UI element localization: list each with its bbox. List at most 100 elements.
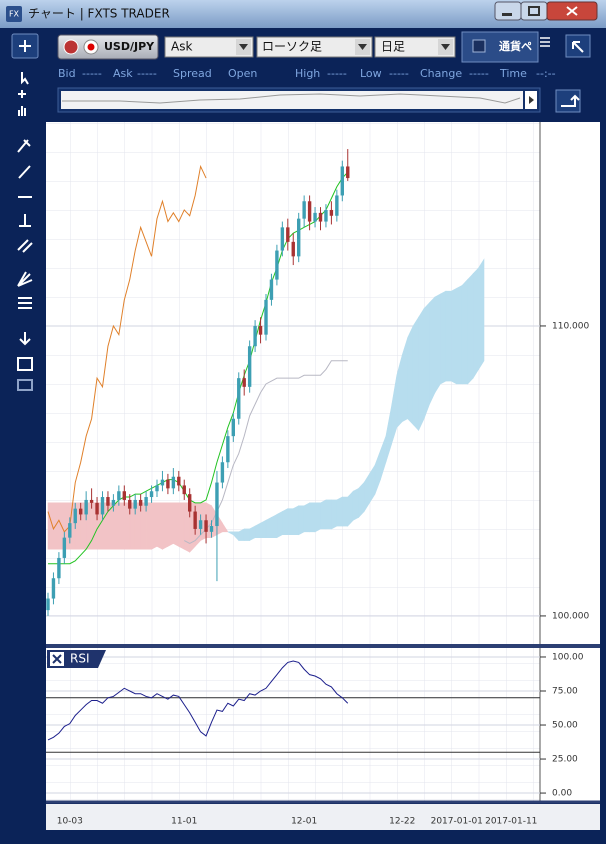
- candle-body: [155, 485, 159, 492]
- info-field: -----: [137, 67, 157, 80]
- cloud-segment: [434, 293, 441, 394]
- candle-body: [62, 537, 67, 558]
- cloud-segment: [124, 502, 131, 550]
- cloud-segment: [472, 267, 479, 380]
- candle-body: [237, 378, 241, 419]
- y-tick-label: 25.00: [552, 755, 578, 765]
- cloud-segment: [320, 499, 327, 530]
- cloud-segment: [118, 502, 125, 550]
- cloud-segment: [287, 508, 294, 536]
- chart-style-select[interactable]: [256, 36, 373, 58]
- info-field: Bid: [58, 67, 76, 80]
- candle-body: [138, 499, 143, 506]
- channel-tool[interactable]: [17, 239, 33, 253]
- cloud-segment: [407, 325, 414, 426]
- maximize-icon: [528, 6, 540, 16]
- cloud-segment: [276, 511, 283, 539]
- candle-body: [253, 325, 257, 347]
- cloud-segment: [265, 516, 272, 538]
- info-field: Change: [420, 67, 462, 80]
- candle-body: [302, 201, 306, 219]
- cloud-segment: [282, 508, 289, 536]
- candle-body: [182, 485, 186, 495]
- symbol-button[interactable]: [57, 34, 159, 60]
- menu-icon[interactable]: [540, 37, 550, 47]
- info-field: Spread: [173, 67, 212, 80]
- info-field: -----: [327, 67, 347, 80]
- flag-us: [63, 39, 79, 55]
- camera-tool[interactable]: [17, 379, 33, 391]
- cloud-segment: [162, 502, 169, 550]
- price-side-select[interactable]: [164, 36, 254, 58]
- x-tick-label: 12-22: [389, 817, 415, 827]
- candle-body: [95, 502, 99, 515]
- y-tick-label: 0.00: [552, 789, 572, 799]
- cloud-segment: [249, 525, 256, 542]
- cloud-segment: [129, 502, 136, 550]
- info-field: -----: [389, 67, 409, 80]
- cloud-segment: [113, 502, 120, 550]
- navigator-arrow: [529, 96, 534, 104]
- navigator-window: [61, 91, 523, 109]
- maximize-button[interactable]: [520, 1, 548, 21]
- hand-tool[interactable]: [18, 106, 26, 116]
- cloud-segment: [445, 290, 452, 382]
- candle-body: [340, 166, 344, 196]
- candle-body: [89, 499, 94, 503]
- info-field: Low: [360, 67, 382, 80]
- x-tick-label: 2017-01-11: [485, 817, 537, 827]
- download-tool[interactable]: [19, 332, 31, 346]
- candle-body: [160, 479, 165, 486]
- dropdown-arrow: [239, 44, 248, 50]
- scroll-icon: [561, 94, 580, 107]
- cloud-segment: [292, 505, 300, 536]
- chart-style-value: ローソク足: [262, 40, 322, 54]
- fan-tool[interactable]: [17, 271, 33, 287]
- candle-body: [79, 508, 83, 515]
- candle-body: [247, 346, 252, 387]
- y-tick-label: 50.00: [552, 721, 578, 731]
- crosshair-tool[interactable]: [18, 90, 26, 98]
- cloud-segment: [243, 528, 250, 541]
- minimize-button[interactable]: [494, 1, 522, 21]
- rsi-title: RSI: [70, 652, 90, 666]
- hammer-tool[interactable]: [17, 139, 31, 153]
- panel-divider: [46, 644, 600, 648]
- cloud-segment: [254, 522, 261, 538]
- candle-body: [46, 598, 50, 611]
- cloud-segment: [440, 290, 447, 385]
- cloud-segment: [173, 502, 180, 547]
- x-tick-label: 12-01: [291, 817, 317, 827]
- x-axis-strip: [46, 804, 600, 830]
- cloud-segment: [331, 499, 338, 530]
- fibonacci-tool[interactable]: [18, 297, 32, 309]
- candle-body: [313, 212, 317, 222]
- cloud-segment: [314, 502, 321, 533]
- cursor-tool[interactable]: [21, 72, 29, 85]
- candle-body: [171, 476, 176, 489]
- candle-body: [335, 195, 339, 216]
- tab-checkbox[interactable]: [472, 39, 486, 53]
- app-icon-text: FX: [9, 10, 20, 19]
- candle-body: [286, 227, 290, 242]
- add-icon: [19, 40, 31, 52]
- candle-body: [117, 491, 121, 500]
- price-side-value: Ask: [171, 40, 192, 54]
- candle-body: [258, 325, 263, 335]
- list-tool[interactable]: [17, 357, 33, 371]
- cloud-segment: [478, 258, 485, 371]
- cloud-segment: [347, 490, 354, 527]
- vertical-line-tool[interactable]: [19, 214, 31, 227]
- cloud-segment: [151, 502, 158, 550]
- timeframe-select[interactable]: [374, 36, 456, 58]
- cloud-segment: [429, 296, 436, 405]
- scroll-button[interactable]: [555, 89, 581, 113]
- candle-body: [128, 499, 132, 509]
- trend-line-tool[interactable]: [18, 165, 31, 179]
- cloud-segment: [260, 519, 267, 538]
- candle-body: [264, 299, 268, 335]
- indicator-line: [47, 164, 207, 533]
- info-field: Open: [228, 67, 257, 80]
- x-tick-label: 11-01: [171, 817, 197, 827]
- y-tick-label: 110.000: [552, 321, 589, 331]
